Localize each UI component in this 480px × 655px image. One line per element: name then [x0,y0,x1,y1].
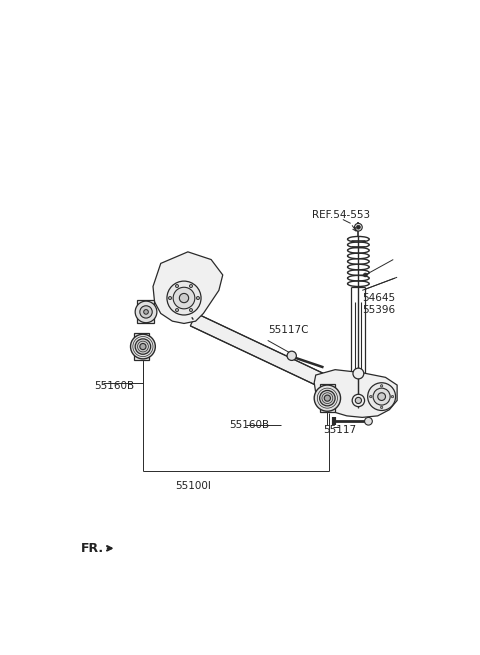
Circle shape [357,225,360,229]
Circle shape [373,388,390,405]
Circle shape [381,406,383,409]
Text: FR.: FR. [81,542,104,555]
Circle shape [320,390,335,406]
Circle shape [196,297,200,299]
Circle shape [352,394,365,407]
Circle shape [365,417,372,425]
Circle shape [370,396,372,398]
Circle shape [355,223,362,231]
Circle shape [140,306,152,318]
Circle shape [381,384,383,387]
Circle shape [314,385,340,411]
Text: 55160B: 55160B [229,420,269,430]
Circle shape [173,288,195,309]
Text: 54645
55396: 54645 55396 [362,293,396,315]
Circle shape [391,396,394,398]
Circle shape [180,293,189,303]
Polygon shape [153,252,223,324]
Text: 55160B: 55160B [94,381,134,391]
Polygon shape [190,313,338,393]
Circle shape [131,334,156,359]
Circle shape [135,301,157,323]
Circle shape [167,281,201,315]
Circle shape [363,273,367,277]
Circle shape [176,309,179,312]
Circle shape [190,309,192,312]
Polygon shape [137,301,154,324]
Circle shape [140,343,146,350]
Text: 55100I: 55100I [175,481,211,491]
Text: REF.54-553: REF.54-553 [312,210,370,219]
Text: 55117: 55117 [324,425,357,435]
Circle shape [355,398,361,403]
Circle shape [378,393,385,400]
Circle shape [353,368,364,379]
Polygon shape [314,369,397,417]
Polygon shape [133,333,149,360]
Text: 55117C: 55117C [268,325,308,335]
Circle shape [287,351,296,360]
Circle shape [176,284,179,288]
Circle shape [368,383,396,411]
Circle shape [144,310,148,314]
Polygon shape [320,384,335,412]
Circle shape [190,284,192,288]
Circle shape [135,339,151,354]
Circle shape [324,395,330,402]
Circle shape [168,297,172,299]
